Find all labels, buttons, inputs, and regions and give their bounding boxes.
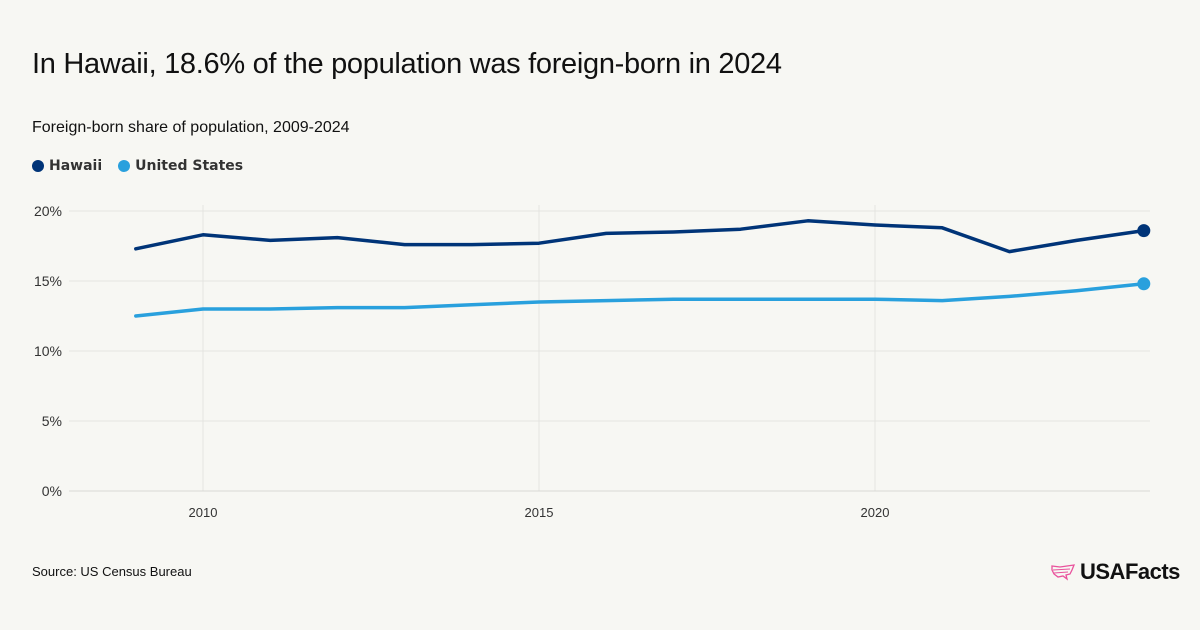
x-tick-label: 2010 <box>189 505 218 520</box>
series-line-hawaii <box>134 219 1146 254</box>
chart-title: In Hawaii, 18.6% of the population was f… <box>32 48 782 80</box>
x-tick-label: 2020 <box>861 505 890 520</box>
us-map-icon <box>1051 564 1076 581</box>
usafacts-logo: USAFacts <box>1050 559 1180 585</box>
source-note: Source: US Census Bureau <box>32 564 192 579</box>
x-tick-label: 2015 <box>525 505 554 520</box>
data-point <box>1137 277 1151 291</box>
series-line-united-states <box>134 282 1146 318</box>
legend: Hawaii United States <box>32 158 243 174</box>
y-tick-label: 5% <box>42 413 62 429</box>
legend-item-united-states: United States <box>118 158 243 174</box>
y-tick-label: 0% <box>42 483 62 499</box>
brand-name: USAFacts <box>1080 559 1180 584</box>
y-tick-label: 20% <box>34 203 62 219</box>
legend-label: Hawaii <box>49 158 103 174</box>
legend-marker-hawaii <box>32 160 44 172</box>
legend-label: United States <box>135 158 244 174</box>
y-tick-label: 15% <box>34 273 62 289</box>
legend-item-hawaii: Hawaii <box>32 158 102 174</box>
legend-marker-united-states <box>118 160 131 172</box>
chart-subtitle: Foreign-born share of population, 2009-2… <box>32 119 350 136</box>
y-tick-label: 10% <box>34 343 62 359</box>
data-point <box>1137 224 1151 238</box>
